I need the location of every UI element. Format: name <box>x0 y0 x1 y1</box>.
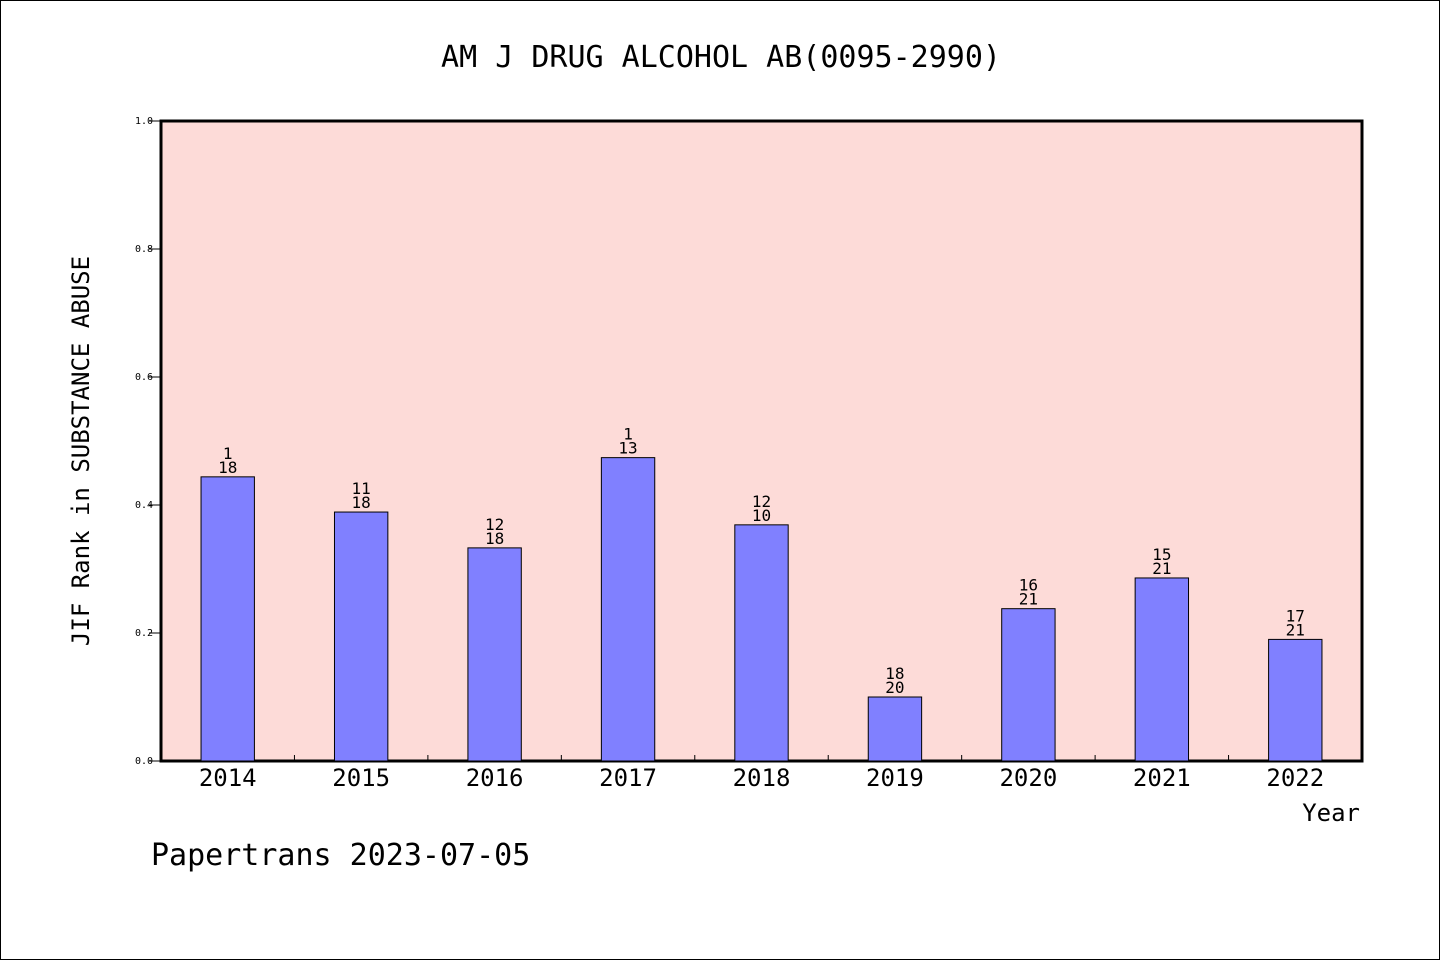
bar-rank-label-2017: 1 <box>623 425 633 444</box>
bar-total-label-2020: 21 <box>1019 590 1038 609</box>
bar-rank-label-2019: 18 <box>885 664 904 683</box>
bar-rank-label-2020: 16 <box>1019 576 1038 595</box>
x-tick-label-2015: 2015 <box>332 764 390 792</box>
bar-2016 <box>467 547 522 762</box>
y-tick-label-0.8: 0.8 <box>135 244 153 255</box>
y-tick-label-1.0: 1.0 <box>135 116 153 127</box>
bar-2015 <box>333 511 389 762</box>
x-tick-label-2020: 2020 <box>999 764 1057 792</box>
x-tick-label-2016: 2016 <box>466 764 524 792</box>
x-axis-label: Year <box>1302 799 1360 827</box>
bar-rank-label-2015: 11 <box>352 479 371 498</box>
bar-total-label-2017: 13 <box>618 439 637 458</box>
x-tick-label-2017: 2017 <box>599 764 657 792</box>
bar-2014 <box>200 476 255 762</box>
bar-2020 <box>1001 608 1056 762</box>
bar-total-label-2021: 21 <box>1152 559 1171 578</box>
bar-total-label-2022: 21 <box>1286 620 1305 639</box>
bar-2019 <box>867 696 923 762</box>
y-tick-label-0.4: 0.4 <box>135 500 153 511</box>
bar-rank-label-2014: 1 <box>223 444 233 463</box>
bar-total-label-2015: 18 <box>352 493 371 512</box>
bar-2021 <box>1134 577 1190 762</box>
y-axis: 0.0 0.2 0.4 0.6 0.8 1.0 <box>135 116 161 767</box>
bar-rank-label-2021: 15 <box>1152 545 1171 564</box>
bar-total-label-2014: 18 <box>218 458 237 477</box>
x-tick-label-2018: 2018 <box>733 764 791 792</box>
x-tick-label-2022: 2022 <box>1266 764 1324 792</box>
bar-2022 <box>1268 638 1323 762</box>
bar-rank-label-2022: 17 <box>1286 606 1305 625</box>
chart-title: AM J DRUG ALCOHOL AB(0095-2990) <box>441 40 1001 75</box>
bar-rank-label-2016: 12 <box>485 515 504 534</box>
bar-2017 <box>600 457 656 762</box>
x-tick-label-2021: 2021 <box>1133 764 1191 792</box>
bar-total-label-2018: 10 <box>752 506 771 525</box>
bar-group <box>200 457 1323 762</box>
x-tick-label-2019: 2019 <box>866 764 924 792</box>
x-axis: 2014 2015 2016 2017 2018 2019 2020 2021 2022 <box>199 755 1324 792</box>
bar-2018 <box>734 524 789 762</box>
bar-rank-label-2018: 12 <box>752 492 771 511</box>
y-tick-label-0.6: 0.6 <box>135 372 153 383</box>
y-tick-label-0.2: 0.2 <box>135 628 153 639</box>
bar-total-label-2019: 20 <box>885 678 904 697</box>
y-axis-label: JIF Rank in SUBSTANCE ABUSE <box>67 256 95 646</box>
x-tick-label-2014: 2014 <box>199 764 257 792</box>
y-tick-label-0.0: 0.0 <box>135 756 153 767</box>
footer-text: Papertrans 2023-07-05 <box>151 838 530 873</box>
bar-total-label-2016: 18 <box>485 529 504 548</box>
